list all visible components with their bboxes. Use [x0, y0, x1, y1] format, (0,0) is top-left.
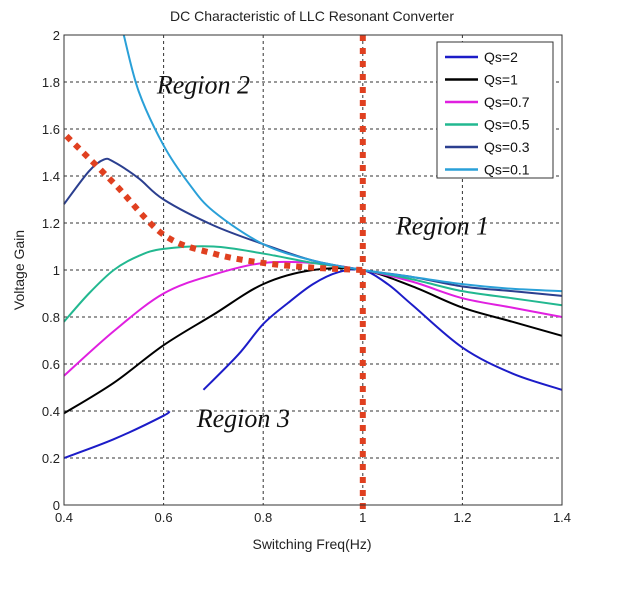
- series-line-qs-0-7: [63, 260, 563, 377]
- x-tick-label: 1: [359, 510, 366, 525]
- y-tick-label: 0.2: [42, 451, 60, 466]
- y-tick-label: 1: [53, 263, 60, 278]
- x-tick-label: 1.4: [553, 510, 571, 525]
- y-tick-label: 1.2: [42, 216, 60, 231]
- series-lines: [63, 34, 563, 509]
- legend-entry: Qs=1: [484, 72, 518, 88]
- y-tick-label: 0: [53, 498, 60, 513]
- legend-entry: Qs=0.7: [484, 94, 530, 110]
- legend-box: [436, 41, 554, 179]
- x-tick-label: 0.4: [55, 510, 73, 525]
- series-line-qs-0-1: [122, 34, 563, 293]
- y-tick-label: 2: [53, 28, 60, 43]
- x-tick-label: 0.8: [254, 510, 272, 525]
- y-tick-label: 0.4: [42, 404, 60, 419]
- region-label: Region 1: [395, 211, 489, 240]
- series-line-qs-2: [63, 410, 171, 459]
- y-tick-label: 1.4: [42, 169, 60, 184]
- x-axis-label: Switching Freq(Hz): [252, 536, 371, 552]
- series-line-qs-0-3: [63, 157, 563, 297]
- plot-frame: [63, 34, 563, 506]
- region-boundary-dotted-line: [64, 133, 363, 273]
- legend-entry: Qs=0.1: [484, 162, 530, 178]
- y-axis-label: Voltage Gain: [11, 230, 27, 310]
- legend-entry: Qs=0.3: [484, 139, 530, 155]
- legend-entry: Qs=0.5: [484, 117, 530, 133]
- x-tick-label: 1.2: [453, 510, 471, 525]
- region-label: Region 2: [156, 70, 250, 99]
- series-line-qs-0-5: [63, 245, 563, 323]
- y-tick-label: 0.8: [42, 310, 60, 325]
- ticks: 0.4 0.6 0.8 1 1.2 1.4 0 0.2 0.4 0.6 0.8 1 1.2 1.4 1.6 1…: [42, 28, 571, 525]
- y-tick-label: 1.6: [42, 122, 60, 137]
- y-tick-label: 0.6: [42, 357, 60, 372]
- chart-title: DC Characteristic of LLC Resonant Conver…: [170, 8, 454, 24]
- region-label: Region 3: [196, 404, 290, 433]
- legend-entry: Qs=2: [484, 49, 518, 65]
- legend: Qs=2 Qs=1 Qs=0.7 Qs=0.5 Qs=0.3 Qs=0.1: [436, 41, 554, 179]
- annotations: Region 1 Region 2 Region 3: [156, 70, 489, 433]
- x-tick-label: 0.6: [155, 510, 173, 525]
- y-tick-label: 1.8: [42, 75, 60, 90]
